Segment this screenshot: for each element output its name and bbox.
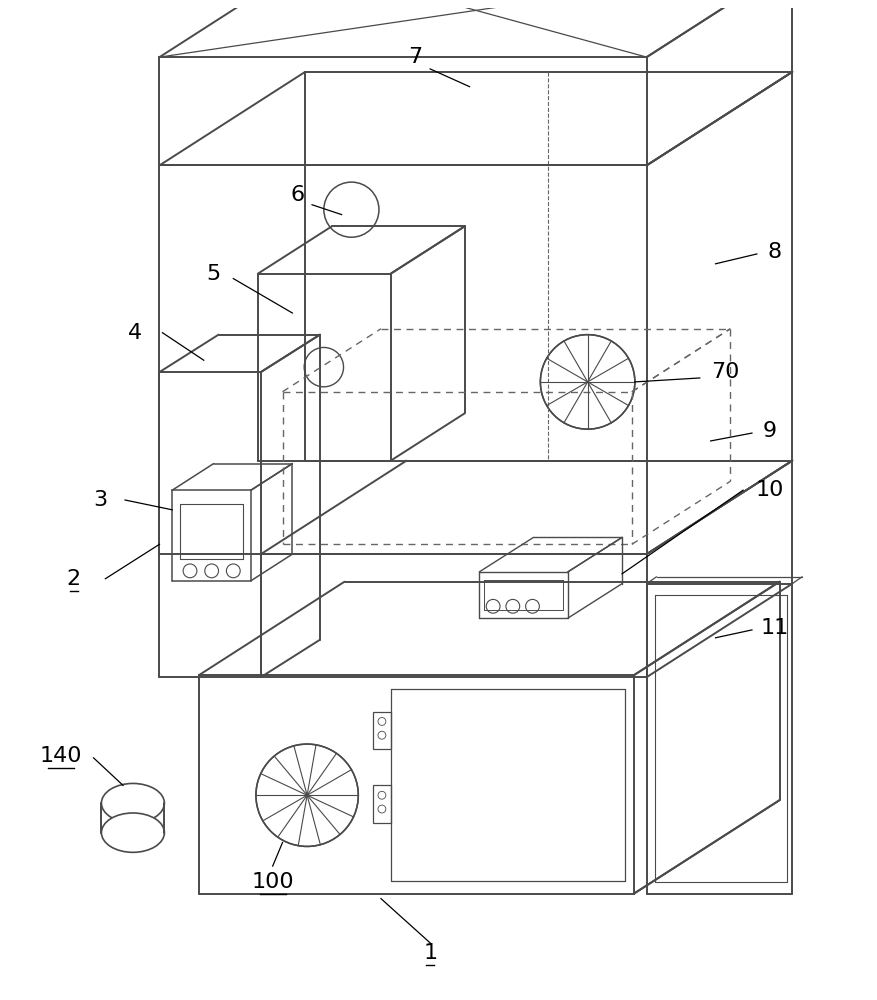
Text: 7: 7 <box>408 47 422 67</box>
Bar <box>373 712 390 749</box>
Ellipse shape <box>102 783 164 823</box>
Circle shape <box>256 744 358 846</box>
Text: 2: 2 <box>67 569 81 589</box>
Text: 8: 8 <box>766 242 781 262</box>
Text: 11: 11 <box>759 618 788 638</box>
Text: 100: 100 <box>251 872 294 892</box>
Text: 10: 10 <box>754 480 783 500</box>
Text: 4: 4 <box>128 323 142 343</box>
Bar <box>373 785 390 823</box>
Text: 9: 9 <box>762 421 776 441</box>
Text: 5: 5 <box>206 264 220 284</box>
Text: 3: 3 <box>93 490 107 510</box>
Text: 6: 6 <box>290 185 304 205</box>
Ellipse shape <box>102 813 164 852</box>
Circle shape <box>539 335 634 429</box>
Text: 1: 1 <box>423 943 437 963</box>
Text: 140: 140 <box>39 746 82 766</box>
Text: 70: 70 <box>710 362 738 382</box>
